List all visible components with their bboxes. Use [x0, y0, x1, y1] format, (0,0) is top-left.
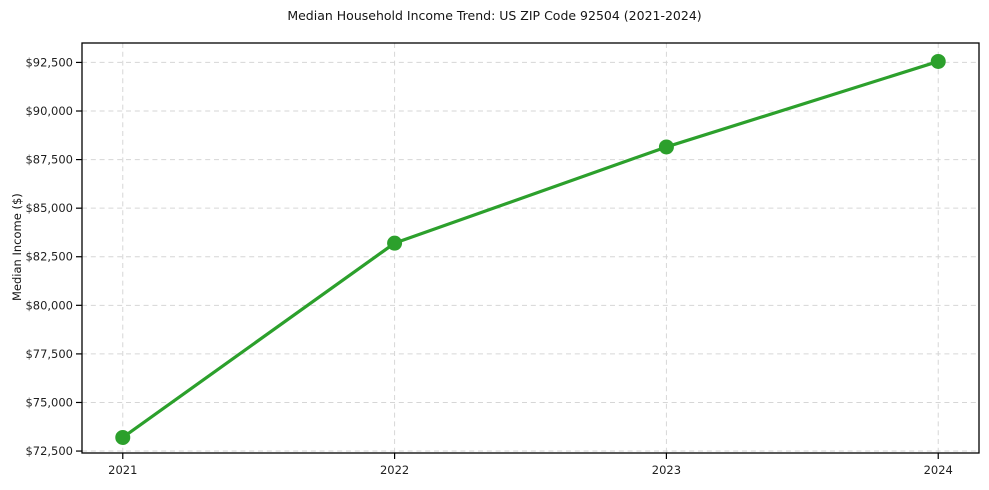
data-point-marker — [387, 235, 403, 251]
y-tick-label: $92,500 — [25, 55, 73, 69]
y-tick-label: $77,500 — [25, 347, 73, 361]
y-tick-label: $82,500 — [25, 250, 73, 264]
x-tick-label: 2023 — [652, 463, 681, 477]
y-axis-label: Median Income ($) — [10, 193, 24, 301]
income-trend-line — [121, 59, 940, 440]
data-point-marker — [115, 429, 131, 445]
y-tick-label: $87,500 — [25, 153, 73, 167]
y-tick-label: $90,000 — [25, 104, 73, 118]
y-tick-label: $75,000 — [25, 395, 73, 409]
y-tick-label: $85,000 — [25, 201, 73, 215]
y-tick-label: $80,000 — [25, 298, 73, 312]
x-tick-label: 2022 — [380, 463, 409, 477]
chart-title: Median Household Income Trend: US ZIP Co… — [287, 8, 702, 23]
plot-border — [81, 42, 980, 454]
data-point-marker — [658, 139, 674, 155]
data-point-marker — [930, 53, 946, 69]
x-tick-label: 2024 — [924, 463, 953, 477]
y-tick-label: $72,500 — [25, 444, 73, 458]
x-tick-label: 2021 — [108, 463, 137, 477]
